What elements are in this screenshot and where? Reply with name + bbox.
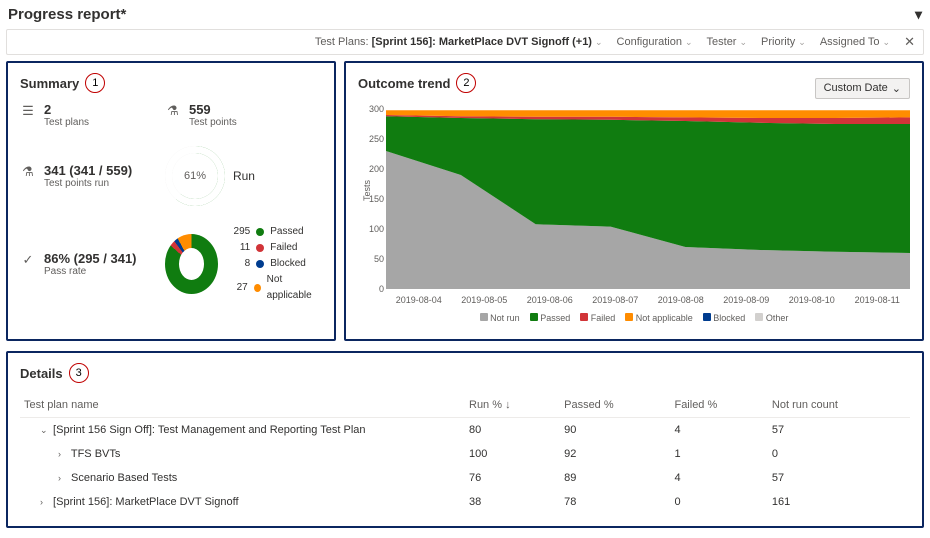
- callout-badge-3: 3: [69, 363, 89, 383]
- details-panel: Details 3 Test plan nameRun % ↓Passed %F…: [6, 351, 924, 528]
- run-ring: 61% Run: [165, 146, 322, 206]
- table-row[interactable]: › Scenario Based Tests7689457: [20, 466, 910, 490]
- column-header[interactable]: Not run count: [768, 393, 910, 418]
- column-header[interactable]: Run % ↓: [465, 393, 560, 418]
- assigned-to-filter[interactable]: Assigned To⌄: [820, 36, 890, 48]
- donut-legend: 295Passed11Failed8Blocked27Not applicabl…: [230, 224, 322, 304]
- beaker-icon: ⚗: [20, 164, 36, 180]
- tester-filter[interactable]: Tester⌄: [707, 36, 748, 48]
- expand-icon[interactable]: ⌄: [40, 425, 50, 436]
- expand-icon[interactable]: ›: [58, 473, 68, 483]
- close-icon[interactable]: ✕: [904, 34, 915, 50]
- summary-panel: Summary 1 ☰ 2Test plans ⚗ 559Test points…: [6, 61, 336, 341]
- filter-toolbar: Test Plans: [Sprint 156]: MarketPlace DV…: [6, 29, 924, 55]
- beaker-icon: ⚗: [165, 103, 181, 119]
- chevron-down-icon: ⌄: [798, 37, 806, 48]
- page-title: Progress report*: [8, 6, 126, 23]
- trend-legend: Not run Passed Failed Not applicable Blo…: [358, 313, 910, 323]
- column-header[interactable]: Passed %: [560, 393, 670, 418]
- details-title: Details: [20, 366, 63, 381]
- chevron-down-icon: ⌄: [595, 37, 603, 48]
- chevron-down-icon: ⌄: [739, 37, 747, 48]
- test-plans-filter[interactable]: Test Plans: [Sprint 156]: MarketPlace DV…: [315, 36, 603, 48]
- trend-title: Outcome trend: [358, 76, 450, 91]
- outcome-trend-panel: Outcome trend 2 Custom Date ⌄ Tests 0501…: [344, 61, 924, 341]
- test-plan-icon: ☰: [20, 103, 36, 119]
- check-icon: ✓: [20, 252, 36, 268]
- trend-chart: Tests 050100150200250300 2019-08-042019-…: [386, 109, 910, 309]
- summary-title: Summary: [20, 76, 79, 91]
- callout-badge-1: 1: [85, 73, 105, 93]
- chevron-down-icon: ⌄: [883, 37, 891, 48]
- expand-icon[interactable]: ›: [40, 497, 50, 507]
- chevron-down-icon: ⌄: [685, 37, 693, 48]
- callout-badge-2: 2: [456, 73, 476, 93]
- outcome-donut: [165, 234, 218, 294]
- filter-icon[interactable]: ▾: [915, 6, 922, 23]
- priority-filter[interactable]: Priority⌄: [761, 36, 806, 48]
- configuration-filter[interactable]: Configuration⌄: [617, 36, 693, 48]
- page-header: Progress report* ▾: [6, 6, 924, 29]
- table-row[interactable]: ⌄ [Sprint 156 Sign Off]: Test Management…: [20, 418, 910, 443]
- column-header[interactable]: Failed %: [670, 393, 767, 418]
- expand-icon[interactable]: ›: [58, 449, 68, 459]
- chevron-down-icon: ⌄: [892, 82, 901, 95]
- stat-test-points: ⚗ 559Test points: [165, 103, 322, 128]
- table-row[interactable]: › TFS BVTs1009210: [20, 442, 910, 466]
- stat-test-points-run: ⚗ 341 (341 / 559)Test points run: [20, 164, 165, 189]
- column-header[interactable]: Test plan name: [20, 393, 465, 418]
- table-row[interactable]: › [Sprint 156]: MarketPlace DVT Signoff3…: [20, 490, 910, 514]
- date-range-button[interactable]: Custom Date ⌄: [815, 78, 910, 99]
- details-table: Test plan nameRun % ↓Passed %Failed %Not…: [20, 393, 910, 514]
- stat-test-plans: ☰ 2Test plans: [20, 103, 165, 128]
- stat-pass-rate: ✓ 86% (295 / 341)Pass rate: [20, 252, 165, 277]
